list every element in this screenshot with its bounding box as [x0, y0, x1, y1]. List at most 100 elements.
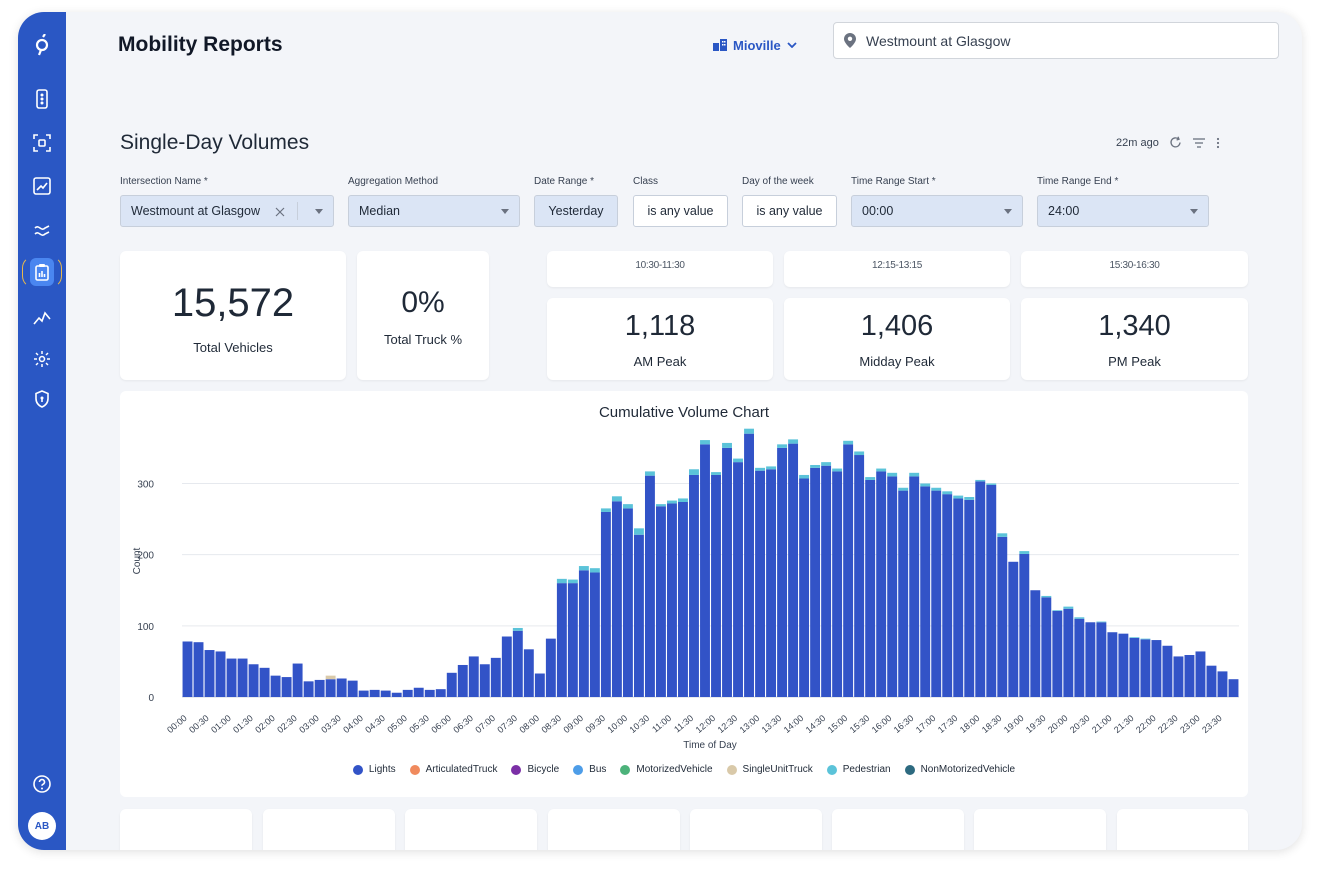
- pm-peak-label: PM Peak: [1108, 354, 1161, 369]
- bar-segment: [578, 566, 589, 571]
- date-range-select[interactable]: Yesterday: [534, 195, 618, 227]
- x-tick-label: 06:00: [429, 713, 453, 735]
- bar-segment: [424, 689, 435, 697]
- clear-icon[interactable]: [275, 207, 285, 217]
- legend-item[interactable]: Bus: [573, 764, 606, 775]
- bar-segment: [1074, 617, 1085, 619]
- x-tick-label: 07:30: [495, 713, 519, 735]
- avatar[interactable]: AB: [28, 812, 56, 840]
- bar-segment: [655, 506, 666, 697]
- chevron-down-icon: [501, 209, 509, 214]
- x-tick-label: 18:00: [958, 713, 982, 735]
- legend-label: Lights: [368, 764, 396, 775]
- logo-icon[interactable]: [30, 33, 54, 57]
- legend-item[interactable]: ArticulatedTruck: [409, 764, 497, 775]
- x-tick-label: 10:30: [628, 713, 652, 735]
- analytics-icon[interactable]: [30, 306, 54, 330]
- bar-segment: [490, 657, 501, 697]
- legend-item[interactable]: Bicycle: [511, 764, 559, 775]
- bottom-card: [405, 809, 537, 850]
- x-tick-label: 13:00: [738, 713, 762, 735]
- city-name: Mioville: [733, 37, 781, 53]
- bar-segment: [325, 679, 336, 697]
- x-tick-label: 00:30: [187, 713, 211, 735]
- x-tick-label: 20:00: [1046, 713, 1070, 735]
- bar-segment: [1063, 608, 1074, 697]
- help-icon[interactable]: [30, 772, 54, 796]
- legend-item[interactable]: NonMotorizedVehicle: [904, 764, 1015, 775]
- camera-scan-icon[interactable]: [30, 131, 54, 155]
- bar-segment: [953, 495, 964, 499]
- bar-segment: [567, 579, 578, 584]
- last-updated: 22m ago: [1116, 136, 1159, 149]
- bar-segment: [1019, 551, 1030, 554]
- bar-segment: [1184, 655, 1195, 697]
- x-tick-label: 17:30: [936, 713, 960, 735]
- legend-item[interactable]: SingleUnitTruck: [726, 764, 813, 775]
- time-end-value: 24:00: [1048, 204, 1080, 218]
- x-tick-label: 20:30: [1068, 713, 1092, 735]
- bar-segment: [799, 478, 810, 697]
- day-of-week-filter[interactable]: is any value: [742, 195, 837, 227]
- bar-segment: [347, 680, 358, 697]
- midday-peak-card: 1,406 Midday Peak: [784, 298, 1010, 380]
- legend-label: Bus: [589, 764, 607, 775]
- intersection-value: Westmount at Glasgow: [131, 204, 260, 218]
- more-vert-icon[interactable]: [1216, 137, 1220, 149]
- bar-segment: [744, 428, 754, 434]
- total-vehicles-value: 15,572: [171, 281, 295, 325]
- city-selector[interactable]: Mioville: [713, 34, 797, 56]
- bar-segment: [1217, 671, 1228, 697]
- bar-segment: [722, 442, 732, 448]
- time-start-select[interactable]: 00:00: [851, 195, 1023, 227]
- filter-icon[interactable]: [1192, 137, 1206, 148]
- bar-segment: [446, 672, 457, 697]
- pm-peak-value: 1,340: [1098, 310, 1171, 342]
- building-icon: [713, 39, 727, 51]
- legend-item[interactable]: MotorizedVehicle: [620, 764, 713, 775]
- shield-icon[interactable]: [30, 387, 54, 411]
- legend-item[interactable]: Lights: [352, 764, 396, 775]
- am-peak-time-card: 10:30-11:30: [547, 251, 773, 287]
- bar-segment: [633, 528, 644, 535]
- bottom-card: [690, 809, 822, 850]
- bar-segment: [931, 487, 942, 491]
- aggregation-select[interactable]: Median: [348, 195, 520, 227]
- chevron-down-icon: [1004, 209, 1012, 214]
- bar-segment: [622, 504, 633, 509]
- midday-peak-label: Midday Peak: [859, 354, 935, 369]
- legend-item[interactable]: Pedestrian: [826, 764, 891, 775]
- bar-segment: [512, 627, 523, 631]
- class-filter[interactable]: is any value: [633, 195, 728, 227]
- filter-label-intersection: Intersection Name *: [120, 176, 208, 187]
- time-end-select[interactable]: 24:00: [1037, 195, 1209, 227]
- x-tick-label: 01:30: [231, 713, 255, 735]
- bar-segment: [865, 479, 876, 697]
- filter-label-time-start: Time Range Start *: [851, 176, 936, 187]
- intersection-select[interactable]: Westmount at Glasgow: [120, 195, 334, 227]
- bar-segment: [1008, 561, 1019, 697]
- chart-icon[interactable]: [30, 174, 54, 198]
- x-tick-label: 08:00: [517, 713, 541, 735]
- flow-icon[interactable]: [30, 219, 54, 243]
- filter-label-day-of-week: Day of the week: [742, 176, 814, 187]
- bottom-card: [120, 809, 252, 850]
- bar-segment: [876, 468, 887, 472]
- x-tick-label: 23:00: [1178, 713, 1202, 735]
- location-search-input[interactable]: Westmount at Glasgow: [833, 22, 1279, 59]
- refresh-icon[interactable]: [1169, 136, 1182, 149]
- total-vehicles-card: 15,572 Total Vehicles: [120, 251, 346, 380]
- bar-segment: [909, 472, 920, 477]
- truck-percent-label: Total Truck %: [383, 332, 463, 347]
- sidebar-item-reports[interactable]: [22, 256, 62, 288]
- traffic-light-icon[interactable]: [30, 87, 54, 111]
- bar-segment: [545, 638, 556, 697]
- legend-label: Pedestrian: [842, 764, 891, 775]
- bar-segment: [1041, 595, 1052, 598]
- y-axis-label: Count: [132, 547, 143, 574]
- signal-icon[interactable]: [30, 347, 54, 371]
- bar-segment: [435, 689, 446, 697]
- x-tick-label: 16:30: [892, 713, 916, 735]
- legend-swatch: [726, 764, 737, 775]
- legend-label: MotorizedVehicle: [636, 764, 713, 775]
